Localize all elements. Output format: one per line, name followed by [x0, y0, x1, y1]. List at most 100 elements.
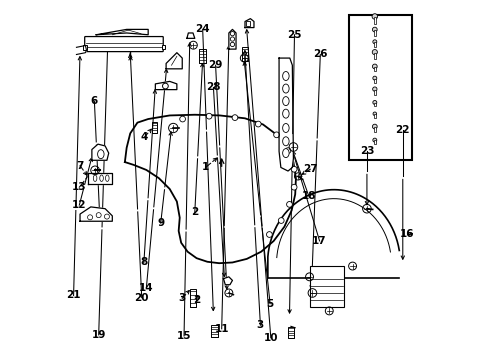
Circle shape	[88, 215, 93, 220]
Ellipse shape	[98, 150, 104, 159]
Bar	[152, 122, 157, 133]
Text: 19: 19	[92, 330, 106, 340]
Bar	[199, 49, 206, 63]
Text: 23: 23	[360, 146, 374, 156]
Polygon shape	[92, 144, 109, 160]
Circle shape	[373, 76, 377, 80]
Circle shape	[104, 214, 109, 219]
Polygon shape	[245, 19, 254, 28]
Circle shape	[372, 124, 377, 129]
Bar	[190, 289, 196, 307]
Ellipse shape	[283, 137, 289, 146]
Circle shape	[96, 213, 101, 218]
Circle shape	[232, 115, 238, 121]
Text: 21: 21	[66, 291, 81, 301]
Text: 9: 9	[157, 218, 164, 228]
Bar	[83, 45, 87, 50]
Circle shape	[287, 202, 293, 207]
Ellipse shape	[283, 72, 289, 81]
Polygon shape	[155, 81, 177, 90]
Bar	[374, 42, 376, 47]
Bar	[374, 30, 376, 36]
Polygon shape	[96, 30, 148, 35]
Bar	[246, 22, 250, 26]
FancyBboxPatch shape	[85, 37, 163, 51]
Text: 6: 6	[91, 96, 98, 106]
Text: 4: 4	[141, 132, 148, 142]
Circle shape	[372, 64, 377, 69]
Circle shape	[230, 32, 235, 36]
Circle shape	[373, 100, 377, 104]
Text: 1: 1	[202, 162, 209, 172]
Polygon shape	[268, 190, 399, 278]
Circle shape	[255, 121, 261, 127]
Bar	[374, 78, 376, 83]
Circle shape	[291, 166, 297, 172]
Text: 17: 17	[312, 236, 327, 246]
Polygon shape	[88, 173, 112, 184]
Ellipse shape	[283, 149, 289, 158]
Text: 15: 15	[177, 331, 191, 341]
Circle shape	[372, 27, 377, 32]
Bar	[288, 327, 294, 338]
Bar	[374, 103, 376, 107]
Polygon shape	[223, 277, 232, 285]
Text: 28: 28	[206, 82, 220, 93]
Text: 26: 26	[313, 49, 327, 59]
Text: 24: 24	[196, 24, 210, 35]
Ellipse shape	[283, 109, 289, 118]
Bar	[374, 114, 376, 118]
Circle shape	[180, 116, 186, 122]
Text: 12: 12	[72, 200, 87, 210]
Text: 20: 20	[134, 293, 149, 303]
Bar	[162, 45, 166, 49]
Circle shape	[373, 138, 377, 142]
Ellipse shape	[93, 175, 97, 181]
Bar	[242, 47, 247, 61]
Text: 13: 13	[72, 182, 87, 192]
Circle shape	[285, 148, 291, 153]
Text: 10: 10	[264, 333, 278, 343]
Ellipse shape	[283, 84, 289, 93]
Polygon shape	[80, 207, 112, 221]
Text: 25: 25	[287, 30, 302, 40]
Text: 22: 22	[395, 125, 410, 135]
Text: 7: 7	[76, 161, 84, 171]
Circle shape	[373, 40, 377, 44]
Text: 2: 2	[191, 207, 198, 217]
Circle shape	[278, 218, 284, 224]
Circle shape	[206, 113, 212, 119]
Text: 2: 2	[193, 295, 200, 305]
Text: 27: 27	[303, 164, 318, 174]
Circle shape	[230, 37, 235, 41]
Circle shape	[230, 42, 235, 46]
Bar	[374, 127, 376, 132]
Text: 8: 8	[140, 257, 147, 267]
Circle shape	[274, 132, 279, 138]
Circle shape	[291, 184, 297, 190]
Polygon shape	[76, 45, 87, 54]
Ellipse shape	[283, 96, 289, 105]
Text: 29: 29	[208, 60, 223, 70]
Text: 5: 5	[267, 299, 274, 309]
Text: 3: 3	[179, 293, 186, 303]
Circle shape	[373, 112, 377, 116]
Text: 14: 14	[139, 283, 154, 293]
Bar	[373, 17, 376, 24]
Text: 11: 11	[215, 324, 229, 334]
Circle shape	[163, 83, 168, 89]
Polygon shape	[125, 115, 296, 263]
Bar	[374, 140, 376, 144]
Bar	[310, 266, 343, 307]
Text: 3: 3	[257, 320, 264, 330]
Polygon shape	[166, 53, 182, 69]
Polygon shape	[229, 30, 236, 49]
Polygon shape	[187, 33, 195, 39]
Circle shape	[372, 50, 377, 55]
Bar	[374, 90, 376, 95]
Bar	[349, 15, 412, 160]
Ellipse shape	[105, 175, 109, 181]
Ellipse shape	[100, 175, 103, 181]
Bar	[211, 325, 218, 337]
Bar	[374, 67, 376, 71]
